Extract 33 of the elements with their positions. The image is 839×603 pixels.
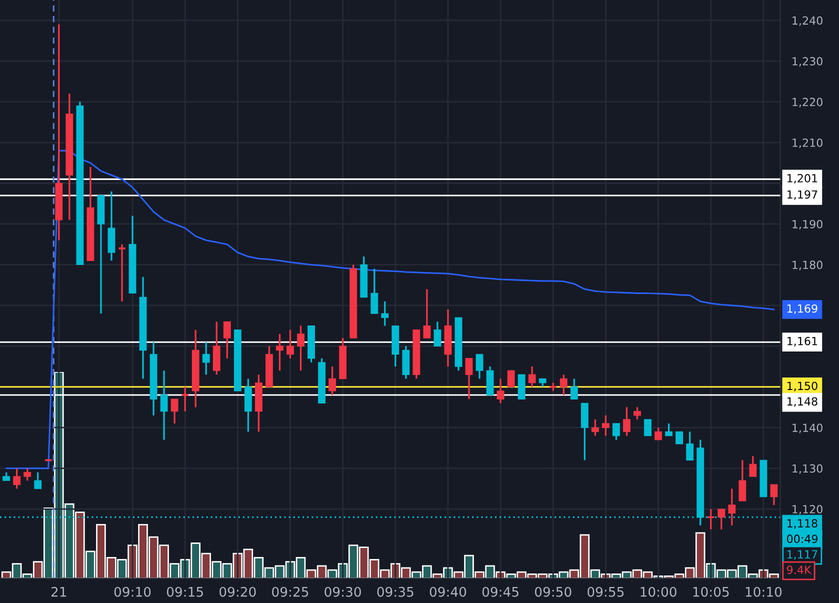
ref-line-label: 1,197 [787, 190, 818, 200]
x-tick-label: 09:10 [114, 586, 151, 597]
x-tick-label: 09:20 [220, 586, 256, 597]
ref-line-label: 1,201 [787, 174, 818, 184]
y-tick-label: 1,210 [792, 138, 822, 148]
x-tick-label: 09:25 [272, 586, 308, 597]
x-tick-label: 09:30 [324, 586, 361, 597]
text: 00:49 [787, 534, 818, 544]
x-tick-label: 09:55 [588, 586, 624, 597]
ref-line-label: 1,150 [787, 382, 818, 392]
x-tick-label: 10:10 [746, 586, 782, 597]
text: 1,117 [787, 550, 818, 560]
text: 9.4K [786, 566, 812, 574]
text: 1,169 [787, 304, 818, 314]
x-tick-label: 09:15 [166, 586, 203, 597]
ref-line-label: 1,118 [787, 519, 818, 529]
y-tick-label: 1,120 [792, 505, 822, 515]
ref-line-label: 1,161 [787, 336, 818, 346]
y-tick-label: 1,130 [792, 464, 822, 474]
x-tick-label: 09:40 [430, 586, 466, 597]
x-tick-label: 09:35 [377, 586, 414, 597]
x-tick-label: 09:50 [534, 586, 572, 597]
ref-line-label: 1,148 [787, 397, 818, 407]
x-tick-label: 21 [51, 586, 66, 597]
y-tick-label: 1,220 [792, 98, 822, 108]
y-tick-label: 1,240 [792, 16, 822, 26]
y-tick-label: 1,190 [792, 220, 822, 230]
y-tick-label: 1,140 [792, 424, 822, 434]
y-tick-label: 1,180 [792, 260, 822, 270]
y-tick-label: 1,230 [792, 57, 822, 67]
x-tick-label: 10:05 [693, 586, 729, 597]
x-tick-label: 09:45 [482, 586, 518, 597]
x-tick-label: 10:00 [640, 586, 676, 597]
